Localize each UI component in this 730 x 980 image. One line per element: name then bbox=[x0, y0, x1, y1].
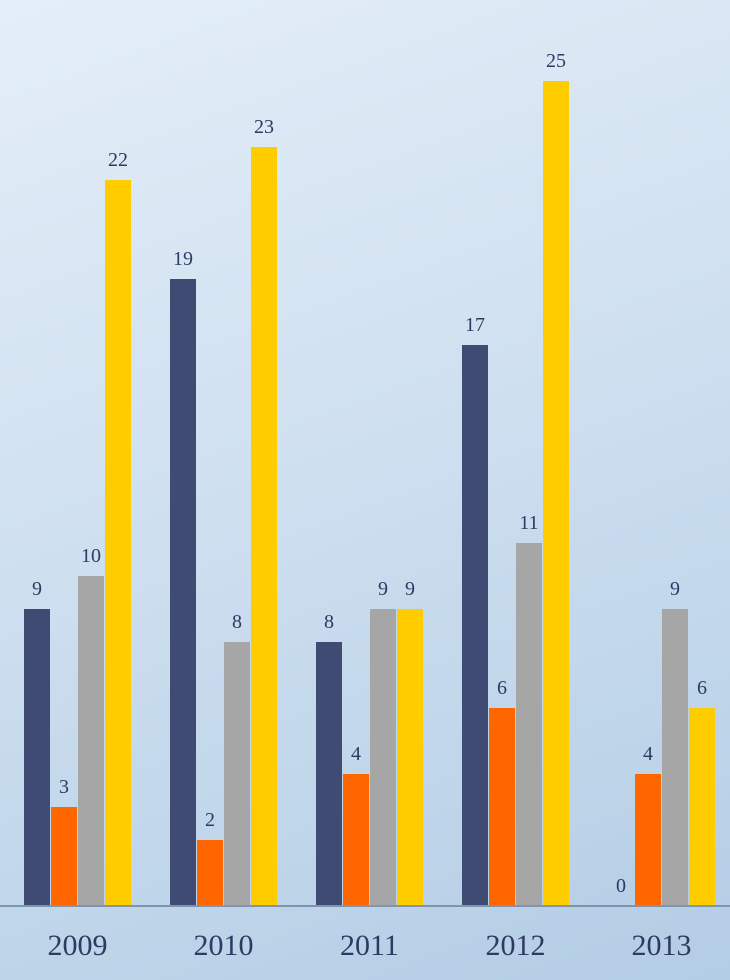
bar-2011-s1 bbox=[316, 642, 342, 906]
bar-2010-s1 bbox=[170, 279, 196, 906]
category-label-2009: 2009 bbox=[48, 929, 108, 962]
category-label-2011: 2011 bbox=[340, 929, 399, 962]
value-label-2012-s3: 11 bbox=[519, 512, 538, 534]
bar-2013-s3 bbox=[662, 609, 688, 906]
value-label-2010-s2: 2 bbox=[205, 809, 215, 831]
category-label-2010: 2010 bbox=[194, 929, 254, 962]
bar-2010-s3 bbox=[224, 642, 250, 906]
value-label-2011-s1: 8 bbox=[324, 611, 334, 633]
bar-2011-s3 bbox=[370, 609, 396, 906]
value-label-2009-s4: 22 bbox=[108, 149, 128, 171]
value-label-2010-s4: 23 bbox=[254, 116, 274, 138]
category-labels-group: 2009 2010 2011 2012 2013 bbox=[48, 929, 692, 962]
category-label-2013: 2013 bbox=[632, 929, 692, 962]
value-label-2012-s4: 25 bbox=[546, 50, 566, 72]
value-label-2010-s1: 19 bbox=[173, 248, 193, 270]
value-label-2011-s2: 4 bbox=[351, 743, 361, 765]
bar-2012-s4 bbox=[543, 81, 569, 906]
bar-2010-s4 bbox=[251, 147, 277, 906]
value-label-2011-s4: 9 bbox=[405, 578, 415, 600]
bar-2011-s2 bbox=[343, 774, 369, 906]
value-label-2013-s1: 0 bbox=[616, 875, 626, 897]
value-label-2010-s3: 8 bbox=[232, 611, 242, 633]
value-label-2013-s3: 9 bbox=[670, 578, 680, 600]
bar-2009-s2 bbox=[51, 807, 77, 906]
bar-2009-s3 bbox=[78, 576, 104, 906]
bar-2011-s4 bbox=[397, 609, 423, 906]
value-label-2013-s2: 4 bbox=[643, 743, 653, 765]
category-label-2012: 2012 bbox=[486, 929, 546, 962]
value-label-2012-s2: 6 bbox=[497, 677, 507, 699]
bar-2012-s1 bbox=[462, 345, 488, 906]
value-label-2009-s3: 10 bbox=[81, 545, 101, 567]
bar-2010-s2 bbox=[197, 840, 223, 906]
value-label-2009-s2: 3 bbox=[59, 776, 69, 798]
value-label-2012-s1: 17 bbox=[465, 314, 485, 336]
bar-2013-s4 bbox=[689, 708, 715, 906]
bar-2009-s1 bbox=[24, 609, 50, 906]
bar-2009-s4 bbox=[105, 180, 131, 906]
value-label-2009-s1: 9 bbox=[32, 578, 42, 600]
value-label-2013-s4: 6 bbox=[697, 677, 707, 699]
value-label-2011-s3: 9 bbox=[378, 578, 388, 600]
bar-2013-s2 bbox=[635, 774, 661, 906]
bars-group bbox=[24, 81, 715, 906]
bar-2012-s2 bbox=[489, 708, 515, 906]
bar-2012-s3 bbox=[516, 543, 542, 906]
